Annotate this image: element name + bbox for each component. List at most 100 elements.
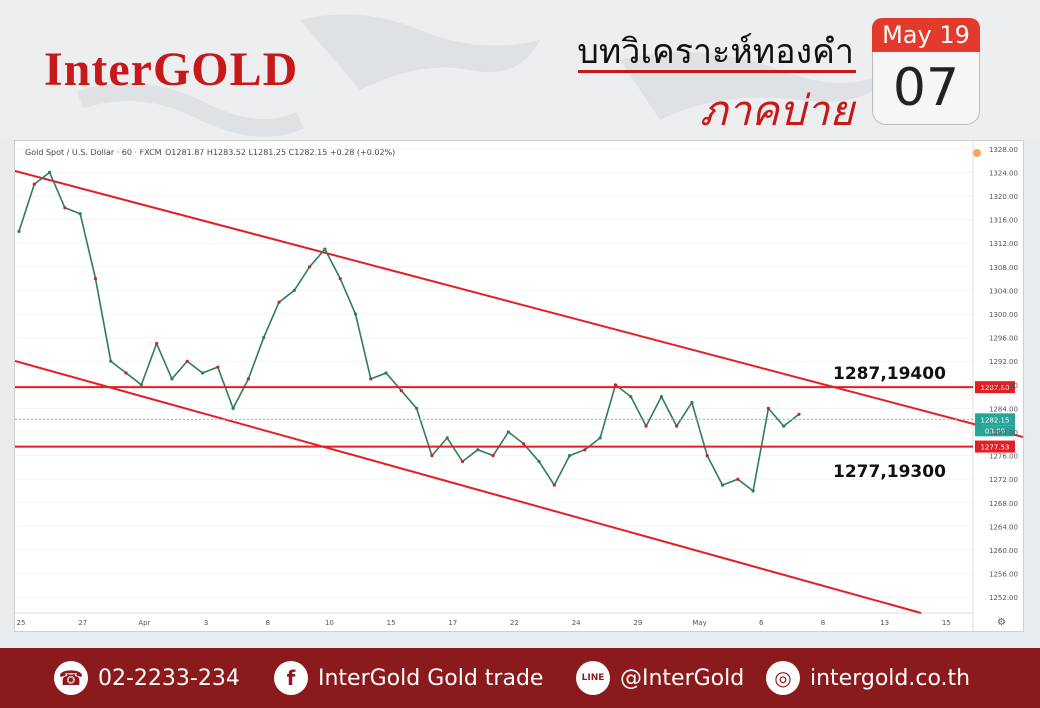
- x-axis-labels: 25 27 Apr 3 8 10 15 17 22 24 29 May 6 8 13 15: [17, 619, 951, 627]
- y-tick-label: 1316.00: [989, 217, 1018, 225]
- price-point: [644, 424, 648, 428]
- calendar-month: May 19: [872, 18, 980, 52]
- price-point: [262, 336, 266, 340]
- chart-canvas: Gold Spot / U.S. Dollar · 60 · FXCM O128…: [14, 141, 1024, 631]
- price-point: [782, 424, 786, 428]
- x-tick-label: 15: [942, 619, 951, 627]
- support-annotation: 1277,19300: [833, 462, 946, 482]
- price-point: [384, 371, 388, 375]
- x-tick-label: 25: [17, 619, 26, 627]
- y-tick-label: 1324.00: [989, 169, 1018, 177]
- y-tick-label: 1308.00: [989, 264, 1018, 272]
- phone-icon: ☎: [54, 661, 88, 695]
- price-point: [491, 454, 495, 458]
- line-icon: LINE: [576, 661, 610, 695]
- footer-phone[interactable]: ☎ 02-2233-234: [54, 648, 240, 708]
- price-point: [277, 300, 281, 304]
- x-tick-label: 13: [880, 619, 889, 627]
- price-point: [17, 229, 21, 233]
- resistance-level-tag: [975, 381, 1015, 394]
- current-price-tag: [975, 413, 1015, 426]
- price-point: [506, 430, 511, 434]
- price-point: [399, 389, 403, 393]
- x-tick-label: May: [692, 619, 706, 627]
- y-tick-label: 1300.00: [989, 311, 1018, 319]
- symbol-label: Gold Spot / U.S. Dollar · 60 · FXCM: [25, 148, 162, 157]
- support-level-tag: [975, 440, 1015, 453]
- x-tick-label: Apr: [138, 619, 150, 627]
- y-tick-label: 1264.00: [989, 523, 1018, 531]
- title-divider: [578, 70, 856, 73]
- page-subtitle: ภาคบ่าย: [699, 86, 854, 135]
- footer-facebook[interactable]: f InterGold Gold trade: [274, 648, 543, 708]
- y-tick-label: 1296.00: [989, 335, 1018, 343]
- price-point: [705, 454, 709, 458]
- line-id: @InterGold: [620, 665, 745, 691]
- countdown-label: 03:09: [985, 427, 1005, 435]
- y-tick-label: 1260.00: [989, 547, 1018, 555]
- calendar-day: 07: [872, 52, 980, 125]
- price-point: [445, 436, 449, 440]
- price-point: [629, 395, 633, 399]
- price-point: [292, 288, 296, 292]
- countdown-tag: [975, 425, 1015, 437]
- price-point: [32, 182, 36, 186]
- y-tick-label: 1304.00: [989, 287, 1018, 295]
- upper-trendline: [14, 170, 1024, 438]
- price-point: [338, 277, 342, 281]
- support-level-label: 1277.53: [981, 444, 1010, 452]
- y-tick-label: 1272.00: [989, 476, 1018, 484]
- y-tick-label: 1288.00: [989, 382, 1018, 390]
- price-point: [353, 312, 358, 316]
- footer-website[interactable]: ◎ intergold.co.th: [766, 648, 970, 708]
- price-point: [369, 377, 373, 381]
- price-point: [78, 212, 82, 216]
- price-point: [552, 483, 556, 487]
- y-tick-label: 1256.00: [989, 571, 1018, 579]
- price-point: [675, 424, 679, 428]
- price-series: [17, 170, 801, 493]
- level-lines: 1287.60 1277.53 1282.15 03:09: [15, 381, 1015, 453]
- price-point: [323, 247, 327, 251]
- facebook-icon: f: [274, 661, 308, 695]
- settings-gear-icon[interactable]: ⚙: [997, 617, 1006, 628]
- x-tick-label: 8: [821, 619, 825, 627]
- footer-line[interactable]: LINE @InterGold: [576, 648, 744, 708]
- x-tick-label: 27: [78, 619, 87, 627]
- price-point: [231, 406, 235, 410]
- price-point: [736, 477, 740, 481]
- price-point: [659, 395, 663, 399]
- price-point: [460, 459, 465, 464]
- y-axis-labels: 1328.00 1324.00 1320.00 1316.00 1312.00 1308.…: [989, 146, 1018, 602]
- y-tick-label: 1292.00: [989, 358, 1018, 366]
- y-tick-label: 1252.00: [989, 594, 1018, 602]
- facebook-name: InterGold Gold trade: [318, 665, 544, 691]
- price-point: [139, 383, 143, 387]
- price-point: [415, 406, 419, 410]
- price-point: [430, 454, 434, 458]
- price-point: [583, 448, 587, 452]
- price-point: [155, 341, 159, 346]
- x-tick-label: 24: [572, 619, 581, 627]
- price-point: [47, 170, 52, 174]
- price-point: [93, 277, 98, 281]
- price-point: [200, 371, 205, 375]
- y-tick-label: 1276.00: [989, 453, 1018, 461]
- y-tick-label: 1312.00: [989, 240, 1018, 248]
- price-point: [720, 483, 725, 487]
- price-line: [18, 171, 800, 493]
- resistance-annotation: 1287,19400: [833, 364, 946, 384]
- y-tick-label: 1328.00: [989, 146, 1018, 154]
- x-tick-label: 29: [633, 619, 642, 627]
- y-tick-label: 1268.00: [989, 500, 1018, 508]
- website-url: intergold.co.th: [810, 665, 971, 691]
- page-title: บทวิเคราะห์ทองคำ: [577, 32, 854, 72]
- footer-bar: ☎ 02-2233-234 f InterGold Gold trade LIN…: [0, 648, 1040, 708]
- price-point: [307, 265, 312, 269]
- price-point: [751, 489, 755, 493]
- price-point: [598, 436, 602, 440]
- current-price-label: 1282.15: [981, 416, 1010, 424]
- price-point: [170, 377, 174, 381]
- phone-number: 02-2233-234: [98, 665, 240, 691]
- price-point: [185, 359, 189, 363]
